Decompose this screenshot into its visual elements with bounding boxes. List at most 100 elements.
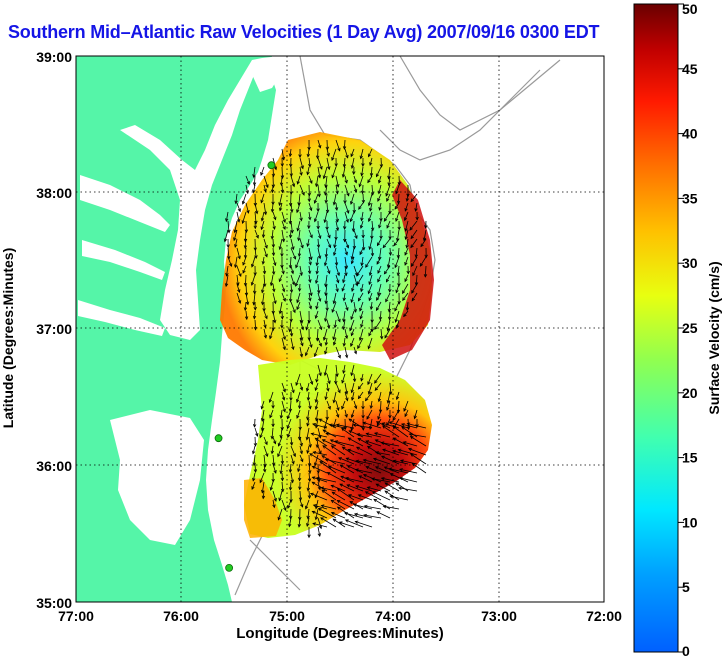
velocity-arrowhead [398, 486, 402, 491]
velocity-arrow [290, 445, 296, 457]
velocity-arrow [308, 202, 312, 211]
velocity-arrowhead [289, 442, 294, 446]
velocity-arrow [299, 346, 303, 357]
velocity-arrowhead [374, 466, 379, 470]
velocity-arrow [332, 518, 346, 528]
velocity-arrow [381, 477, 400, 483]
velocity-arrow [414, 409, 418, 419]
x-tick-76: 76:00 [163, 608, 199, 624]
velocity-arrow [351, 382, 355, 393]
velocity-arrowhead [289, 289, 294, 294]
velocity-arrow [295, 373, 301, 386]
velocity-arrowhead [383, 466, 388, 470]
velocity-arrow [405, 220, 409, 232]
velocity-arrowhead [411, 462, 416, 467]
velocity-arrowhead [260, 217, 265, 222]
velocity-arrowhead [375, 451, 379, 455]
velocity-arrow [296, 292, 301, 303]
velocity-arrowhead [411, 289, 415, 294]
velocity-arrow [320, 517, 337, 528]
velocity-arrowhead [330, 484, 335, 488]
velocity-arrow [410, 436, 427, 447]
velocity-arrowhead [386, 422, 390, 427]
velocity-arrowhead [308, 305, 312, 310]
velocity-arrow [343, 310, 346, 322]
velocity-arrow [324, 256, 328, 266]
velocity-arrowhead [313, 353, 318, 358]
velocity-arrow [342, 166, 346, 178]
velocity-arrowhead [337, 354, 341, 359]
velocity-arrowhead [237, 289, 241, 294]
velocity-arrowhead [264, 245, 268, 249]
velocity-arrow [290, 337, 294, 350]
velocity-arrow [371, 247, 373, 256]
velocity-arrowhead [308, 470, 312, 474]
velocity-arrowhead [330, 445, 335, 449]
velocity-arrowhead [335, 227, 340, 232]
velocity-arrow [261, 409, 265, 422]
velocity-arrowhead [261, 234, 266, 239]
velocity-arrow [242, 256, 247, 266]
velocity-arrow [344, 265, 347, 276]
velocity-arrow [271, 202, 274, 212]
velocity-arrowhead [381, 422, 386, 426]
velocity-arrowhead [371, 477, 376, 481]
velocity-arrowhead [393, 242, 397, 247]
velocity-arrow [287, 499, 292, 509]
velocity-arrow [360, 373, 364, 381]
colorbar-tick-label: 0 [682, 643, 690, 659]
velocity-arrowhead [309, 292, 313, 297]
velocity-arrow [325, 193, 328, 203]
velocity-arrowhead [245, 301, 250, 306]
velocity-arrow [340, 464, 355, 474]
velocity-arrow [315, 418, 319, 428]
velocity-arrowhead [357, 385, 362, 390]
velocity-arrow [290, 175, 295, 187]
velocity-arrow [295, 256, 301, 268]
velocity-arrow [411, 292, 418, 301]
velocity-arrow [252, 472, 256, 481]
velocity-arrow [408, 448, 427, 456]
velocity-arrow [335, 400, 339, 411]
velocity-arrow [374, 382, 382, 391]
velocity-arrow [343, 157, 346, 168]
velocity-arrow [315, 382, 319, 391]
x-tick-77: 77:00 [58, 608, 94, 624]
velocity-arrowhead [357, 494, 362, 498]
velocity-arrowhead [295, 264, 299, 269]
velocity-arrowhead [308, 444, 312, 448]
velocity-arrow [281, 481, 284, 492]
velocity-arrow [375, 466, 391, 474]
velocity-arrow [295, 274, 301, 287]
velocity-arrowhead [325, 209, 330, 214]
velocity-arrowhead [376, 260, 380, 265]
velocity-arrowhead [280, 315, 284, 320]
velocity-arrowhead [306, 416, 310, 421]
velocity-arrowhead [377, 398, 382, 403]
velocity-arrow [296, 391, 301, 403]
velocity-arrowhead [244, 229, 249, 234]
velocity-arrowhead [280, 488, 285, 493]
velocity-arrowhead [342, 370, 346, 374]
velocity-arrowhead [358, 206, 362, 210]
velocity-arrow [389, 310, 391, 320]
velocity-arrow [335, 346, 341, 359]
velocity-arrow [341, 373, 346, 384]
velocity-arrowhead [237, 208, 241, 213]
velocity-arrow [344, 211, 349, 223]
velocity-arrowhead [272, 288, 276, 293]
velocity-arrowhead [282, 346, 286, 351]
velocity-arrowhead [370, 235, 374, 240]
velocity-arrow [281, 454, 283, 464]
velocity-arrow [254, 229, 259, 239]
velocity-arrow [336, 424, 355, 429]
velocity-arrow [289, 256, 292, 268]
velocity-arrowhead [350, 153, 354, 158]
velocity-arrowhead [341, 379, 345, 384]
velocity-arrowhead [338, 521, 343, 525]
velocity-arrowhead [259, 479, 263, 484]
velocity-arrow [308, 157, 311, 167]
velocity-arrow [280, 427, 283, 438]
velocity-arrowhead [251, 263, 255, 268]
velocity-arrowhead [376, 242, 381, 247]
